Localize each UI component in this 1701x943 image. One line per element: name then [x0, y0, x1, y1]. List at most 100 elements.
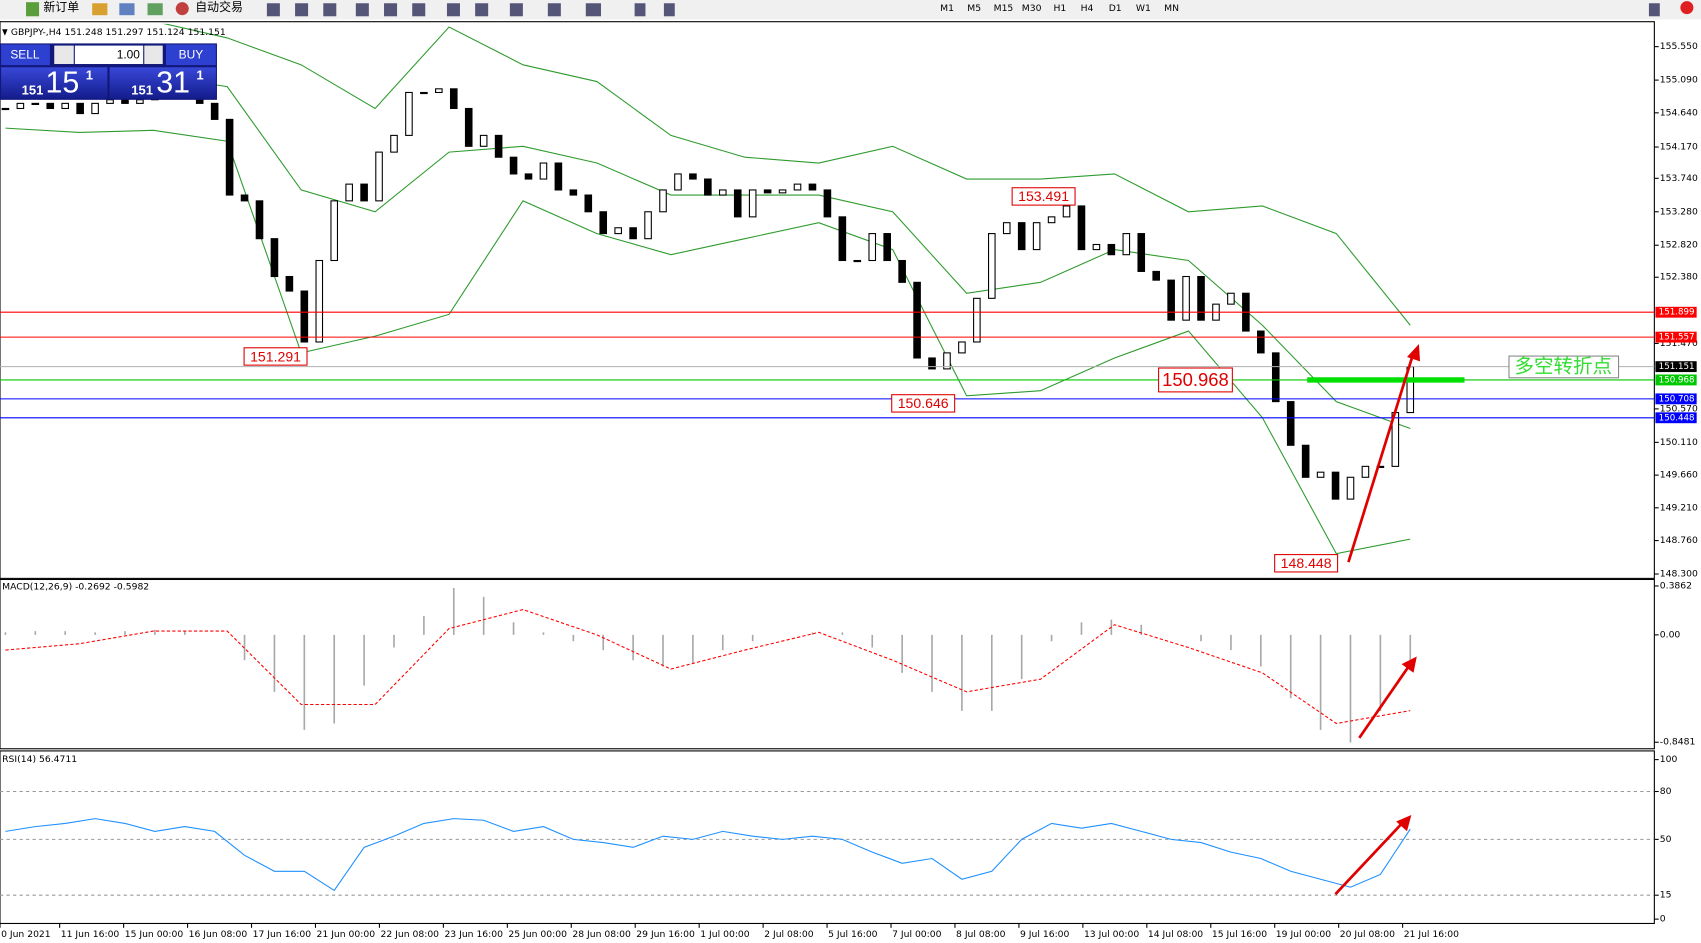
rsi-title: RSI(14) 56.4711 — [2, 754, 77, 765]
bollinger-upper — [162, 23, 1411, 326]
candle — [360, 183, 368, 202]
buy-button[interactable] — [165, 44, 216, 66]
toolbar-icon[interactable] — [509, 3, 523, 17]
candle — [644, 211, 652, 240]
candle — [988, 233, 996, 299]
y-tick-label: 153.740 — [1660, 173, 1698, 184]
candle — [674, 173, 682, 191]
candle — [1316, 471, 1325, 478]
x-tick-label: 2 Jul 08:00 — [764, 929, 814, 940]
lot-down[interactable] — [54, 45, 74, 65]
axes: 155.550 155.090 154.640 154.170 153.740 153.2… — [0, 41, 1698, 940]
toolbar-icon[interactable] — [384, 3, 398, 17]
toolbar-icon[interactable] — [446, 3, 460, 17]
timeframe-button[interactable]: M30 — [1022, 3, 1042, 14]
candle — [838, 216, 847, 262]
candle — [1152, 270, 1160, 281]
candle — [898, 259, 906, 283]
timeframe-button[interactable]: D1 — [1109, 3, 1122, 14]
buy-price-big[interactable]: 151 — [131, 83, 153, 98]
y-tick-label: 0.00 — [1660, 629, 1681, 640]
sell-price-pip[interactable]: 1 — [86, 67, 93, 82]
sell-button[interactable] — [1, 44, 50, 66]
timeframe-button[interactable]: W1 — [1136, 3, 1151, 14]
candle — [1092, 243, 1101, 251]
x-tick-label: 5 Jul 16:00 — [828, 929, 878, 940]
new-order-icon[interactable] — [26, 2, 40, 17]
level-label-box — [1655, 361, 1697, 373]
buy-price-main[interactable]: 31 — [156, 67, 190, 100]
auto-trading-button[interactable]: 自动交易 — [195, 0, 243, 14]
candle — [405, 91, 413, 136]
x-tick-label: 14 Jul 08:00 — [1148, 929, 1203, 940]
y-tick-label: 15 — [1660, 890, 1672, 901]
x-tick-label: 20 Jul 08:00 — [1340, 929, 1395, 940]
toolbar — [0, 0, 1701, 20]
toolbar-icon[interactable] — [547, 3, 561, 17]
toolbar-icon[interactable] — [266, 3, 280, 17]
notification-icon[interactable] — [1680, 1, 1694, 15]
level-label: 150.448 — [1659, 413, 1695, 423]
lot-up[interactable] — [144, 45, 163, 65]
candle — [1032, 222, 1041, 251]
level-label: 151.151 — [1659, 362, 1695, 372]
timeframe-button[interactable]: MN — [1164, 3, 1179, 14]
toolbar-icon[interactable] — [92, 3, 108, 16]
sell-price-main[interactable]: 15 — [46, 67, 80, 100]
candle — [121, 99, 129, 104]
buy-price-pip[interactable]: 1 — [196, 67, 203, 82]
sell-label[interactable]: SELL — [10, 47, 40, 61]
y-tick-label: 155.550 — [1660, 41, 1698, 52]
x-tick-label: 15 Jun 00:00 — [125, 929, 184, 940]
sell-price-big[interactable]: 151 — [22, 83, 44, 98]
candle — [704, 178, 712, 196]
timeframe-button[interactable]: H4 — [1081, 3, 1094, 14]
level-label: 151.557 — [1659, 333, 1695, 343]
toolbar-icon[interactable] — [634, 3, 646, 17]
x-tick-label: 9 Jul 16:00 — [1020, 929, 1070, 940]
candle — [61, 102, 70, 110]
turning-point-label: 150.968 — [1162, 369, 1229, 390]
sell-price-box[interactable] — [1, 67, 108, 99]
toolbar-icon[interactable] — [585, 3, 601, 17]
y-tick-label: 80 — [1660, 786, 1672, 797]
y-tick-label: 148.760 — [1660, 535, 1698, 546]
candle — [136, 99, 144, 104]
candle — [31, 102, 40, 106]
price-annotation: 148.448 — [1281, 555, 1332, 571]
timeframe-button[interactable]: M5 — [967, 3, 981, 14]
x-tick-label: 21 Jun 00:00 — [317, 929, 376, 940]
arrowhead — [1407, 343, 1421, 362]
y-tick-label: 150.570 — [1660, 403, 1698, 414]
chart-menu-icon[interactable] — [2, 29, 8, 36]
new-order-button[interactable]: 新订单 — [43, 0, 79, 14]
x-tick-label: 28 Jun 08:00 — [572, 929, 631, 940]
bollinger-lower — [5, 127, 1411, 555]
toolbar-icon[interactable] — [323, 3, 337, 17]
note: 多空转折点 — [1514, 354, 1612, 377]
candle — [76, 102, 84, 115]
buy-label[interactable]: BUY — [179, 47, 204, 61]
timeframe-button[interactable]: M1 — [940, 3, 954, 14]
toolbar-icon[interactable] — [119, 3, 135, 16]
timeframe-button[interactable]: M15 — [994, 3, 1014, 14]
level-label: 150.708 — [1659, 394, 1695, 404]
toolbar-icon[interactable] — [147, 3, 163, 16]
auto-trading-icon[interactable] — [175, 2, 189, 16]
level-label-box — [1655, 374, 1697, 386]
candle — [330, 200, 339, 262]
candle — [240, 194, 249, 202]
toolbar-icon[interactable] — [412, 3, 426, 17]
y-tick-label: 152.380 — [1660, 272, 1698, 283]
timeframe-button[interactable]: H1 — [1053, 3, 1066, 14]
toolbar-icon[interactable] — [295, 3, 309, 17]
lot-input[interactable] — [74, 45, 144, 65]
toolbar-icon[interactable] — [475, 3, 489, 17]
buy-price-box[interactable] — [109, 67, 216, 99]
toolbar-icon[interactable] — [663, 3, 675, 17]
lot-value[interactable]: 1.00 — [117, 47, 141, 61]
toolbar-icon[interactable] — [355, 3, 369, 17]
search-icon[interactable] — [1648, 3, 1660, 17]
candle — [270, 238, 279, 278]
candle — [1197, 275, 1205, 321]
